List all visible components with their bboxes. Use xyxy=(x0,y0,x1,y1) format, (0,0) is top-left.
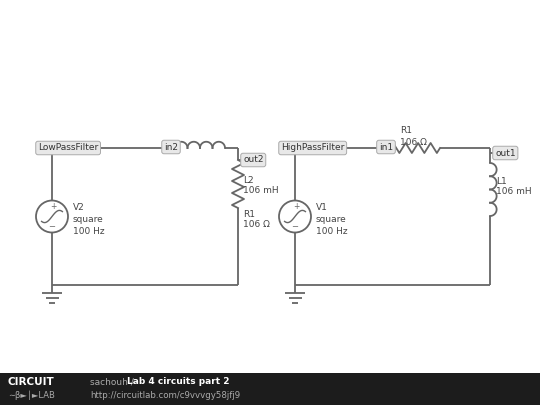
Text: Lab 4 circuits part 2: Lab 4 circuits part 2 xyxy=(127,377,230,386)
Text: 106 Ω: 106 Ω xyxy=(243,220,270,229)
Text: square: square xyxy=(316,215,347,224)
Text: L2: L2 xyxy=(243,176,254,185)
Text: ∼β►│►LAB: ∼β►│►LAB xyxy=(8,390,55,400)
Text: −: − xyxy=(49,222,56,231)
Text: in2: in2 xyxy=(164,143,178,151)
Text: +: + xyxy=(50,202,56,211)
Text: V1: V1 xyxy=(316,202,328,211)
Text: http://circuitlab.com/c9vvvgy58jfj9: http://circuitlab.com/c9vvvgy58jfj9 xyxy=(90,390,240,399)
Text: 106 Ω: 106 Ω xyxy=(400,138,427,147)
Text: L1: L1 xyxy=(496,177,507,186)
Text: 106 mH: 106 mH xyxy=(496,187,531,196)
Text: in1: in1 xyxy=(379,143,393,151)
Text: R1: R1 xyxy=(243,210,255,219)
Text: HighPassFilter: HighPassFilter xyxy=(281,143,345,153)
Text: R1: R1 xyxy=(400,126,412,135)
Text: out2: out2 xyxy=(243,156,264,164)
Text: 100 Hz: 100 Hz xyxy=(316,226,348,235)
Text: 106 mH: 106 mH xyxy=(243,186,279,195)
Text: 100 Hz: 100 Hz xyxy=(73,226,105,235)
Text: −: − xyxy=(292,222,299,231)
Text: V2: V2 xyxy=(73,202,85,211)
Text: out1: out1 xyxy=(495,149,516,158)
Bar xyxy=(0,373,540,405)
Text: square: square xyxy=(73,215,104,224)
Text: +: + xyxy=(293,202,299,211)
Text: sachouh /: sachouh / xyxy=(90,377,137,386)
Text: CIRCUIT: CIRCUIT xyxy=(8,377,55,387)
Text: LowPassFilter: LowPassFilter xyxy=(38,143,98,153)
